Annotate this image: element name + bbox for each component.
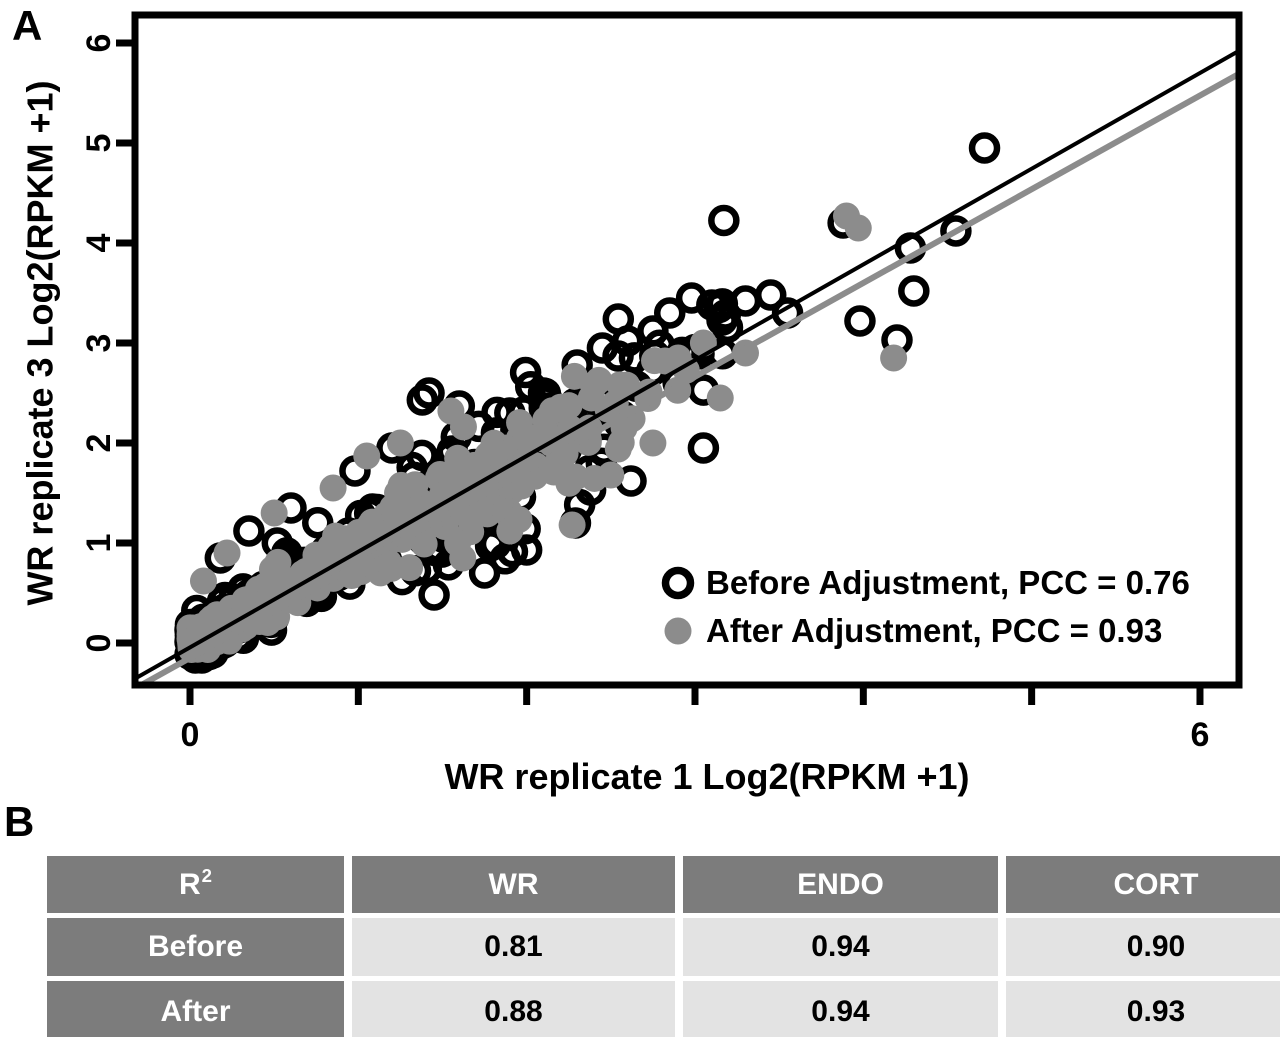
y-tick-label: 1 (80, 534, 118, 553)
scatter-point-after (689, 329, 717, 357)
scatter-point-after (386, 429, 414, 457)
scatter-point-after (272, 571, 300, 599)
table-cell-after-wr: 0.88 (352, 981, 675, 1037)
x-axis-label: WR replicate 1 Log2(RPKM +1) (444, 756, 969, 797)
y-tick-label: 3 (80, 334, 118, 353)
scatter-point-after (844, 214, 872, 242)
scatter-point-before (696, 289, 728, 321)
panel-a-label: A (12, 2, 43, 49)
scatter-point-before (509, 356, 542, 389)
scatter-point-after (331, 525, 359, 553)
table-cell-before-wr: 0.81 (352, 918, 675, 976)
table-header-wr: WR (352, 856, 675, 913)
scatter-point-after (597, 461, 625, 489)
scatter-point-after (213, 539, 241, 567)
panel-b-label: B (4, 798, 35, 845)
scatter-point-before (653, 297, 686, 329)
scatter-point-before (233, 515, 265, 547)
scatter-point-after (606, 371, 634, 399)
scatter-point-after (604, 435, 632, 463)
scatter-point-after (577, 384, 605, 412)
scatter-point-before (844, 305, 876, 337)
scatter-point-after (664, 344, 692, 372)
before-trendline (138, 49, 1237, 680)
y-axis-label: WR replicate 3 Log2(RPKM +1) (20, 80, 61, 605)
scatter-point-before (413, 377, 445, 409)
table-cell-after-cort: 0.93 (1006, 981, 1280, 1037)
scatter-point-before (406, 384, 439, 416)
scatter-point-before (968, 132, 1001, 164)
scatter-point-after (558, 511, 586, 539)
legend: Before Adjustment, PCC = 0.76 After Adjus… (661, 564, 1190, 649)
y-tick-label: 5 (80, 134, 118, 153)
table-cell-before-endo: 0.94 (683, 918, 998, 976)
scatter-point-before (468, 557, 501, 589)
scatter-point-after (442, 469, 470, 497)
legend-marker-after-icon (664, 617, 692, 645)
legend-label: After Adjustment, PCC = 0.93 (706, 612, 1162, 649)
y-tick-label: 2 (80, 434, 118, 453)
scatter-point-before (708, 204, 740, 237)
plot-border (131, 11, 1243, 689)
scatter-point-after (410, 530, 438, 558)
scatter-point-before (687, 432, 720, 464)
y-tick-label: 0 (80, 634, 118, 653)
y-tick-label: 6 (80, 34, 118, 53)
scatter-point-after (319, 474, 347, 502)
scatter-point-after (547, 393, 575, 421)
scatter-point-before (586, 332, 619, 364)
scatter-point-after (260, 499, 288, 527)
scatter-point-after (353, 442, 381, 470)
scatter-point-after (639, 429, 667, 457)
after-trendline (140, 71, 1237, 682)
scatter-point-before (898, 275, 930, 307)
scatter-point-after (880, 344, 908, 372)
legend-marker-before-icon (661, 566, 695, 600)
scatter-point-before (940, 215, 972, 247)
scatter-point-after (437, 397, 465, 425)
scatter-point-after (189, 567, 217, 595)
x-tick-label: 0 (181, 716, 200, 754)
legend-label: Before Adjustment, PCC = 0.76 (706, 564, 1190, 601)
scatter-point-after (384, 479, 412, 507)
y-tick-label: 4 (80, 233, 118, 252)
table-cell-after-endo: 0.94 (683, 981, 998, 1037)
scatter-point-after (560, 362, 588, 390)
table-header-endo: ENDO (683, 856, 998, 913)
table-cell-before-cort: 0.90 (1006, 918, 1280, 976)
scatter-point-before (418, 579, 450, 611)
scatter-point-before (510, 534, 543, 566)
scatter-point-after (516, 426, 544, 454)
table-row-label-before: Before (47, 918, 344, 976)
scatter-point-after (178, 627, 206, 655)
scatter-point-after (706, 384, 734, 412)
scatter-plot: 0 6 0 1 2 3 4 5 6 WR replicate 3 Log2(RPKM +1) WR … (20, 11, 1243, 797)
scatter-point-after (496, 517, 524, 545)
scatter-point-after (378, 554, 406, 582)
scatter-point-before (729, 285, 762, 317)
table-header-cort: CORT (1006, 856, 1280, 913)
scatter-point-before (637, 315, 669, 347)
x-tick-label: 6 (1191, 716, 1210, 754)
scatter-point-after (449, 544, 477, 572)
scatter-point-after (618, 405, 646, 433)
table-row-label-after: After (47, 981, 344, 1037)
scatter-point-after (304, 566, 332, 594)
scatter-point-before (302, 506, 334, 539)
